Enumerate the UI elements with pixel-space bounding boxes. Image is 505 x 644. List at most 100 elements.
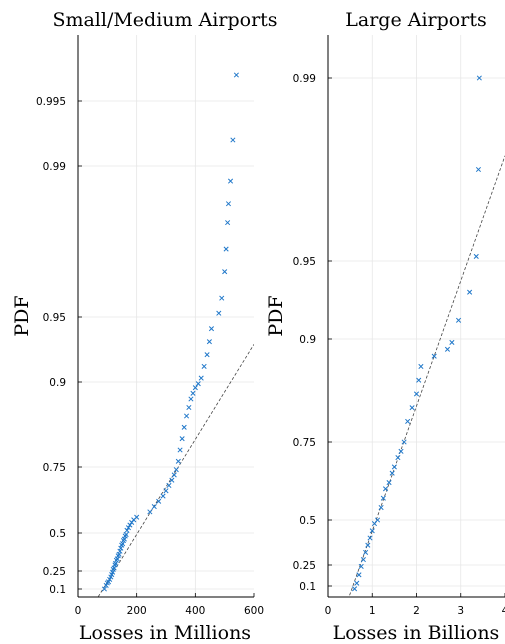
data-point-marker: [123, 531, 129, 538]
y-tick-label: 0.75: [293, 437, 316, 449]
data-point-marker: [190, 390, 196, 396]
data-point-marker: [413, 391, 420, 397]
y-tick-label: 0.1: [299, 581, 316, 593]
data-point-marker: [179, 436, 185, 442]
x-axis-label: Losses in Millions: [79, 622, 251, 644]
data-point-marker: [166, 482, 172, 489]
data-point-marker: [358, 563, 364, 569]
data-point-marker: [360, 557, 366, 563]
data-point-marker: [378, 504, 384, 511]
data-point-marker: [351, 586, 358, 592]
data-point-marker: [475, 166, 482, 173]
data-point-marker: [219, 295, 225, 301]
data-point-marker: [181, 424, 187, 430]
data-point-marker: [111, 565, 117, 571]
data-point-marker: [112, 560, 119, 566]
data-point-marker: [431, 353, 437, 359]
data-point-marker: [169, 477, 175, 483]
data-point-marker: [117, 548, 123, 554]
data-point-marker: [225, 220, 231, 226]
x-axis-label: Losses in Billions: [333, 622, 500, 644]
data-point-marker: [365, 542, 371, 548]
chart-title: Large Airports: [345, 9, 486, 31]
data-point-marker: [389, 470, 395, 476]
data-point-marker: [183, 413, 190, 419]
data-point-marker: [120, 541, 126, 547]
y-tick-label: 0.99: [43, 161, 66, 173]
x-tick-label: 600: [244, 605, 264, 617]
data-point-marker: [206, 339, 212, 345]
y-tick-label: 0.9: [299, 334, 316, 346]
data-point-marker: [208, 326, 215, 332]
data-point-marker: [354, 580, 360, 586]
reference-fit-line: [348, 155, 505, 597]
y-tick-label: 0.5: [299, 515, 316, 527]
data-point-marker: [127, 522, 133, 528]
data-point-marker: [363, 549, 369, 555]
data-point-marker: [160, 493, 166, 499]
x-tick-label: 4: [502, 605, 505, 617]
data-point-marker: [416, 377, 422, 383]
y-tick-label: 0.99: [293, 73, 316, 85]
y-tick-label: 0.9: [49, 377, 66, 389]
x-tick-label: 200: [127, 605, 147, 617]
data-point-marker: [147, 509, 153, 515]
y-tick-label: 0.95: [43, 312, 66, 324]
chart-title: Small/Medium Airports: [52, 9, 277, 31]
x-tick-label: 0: [75, 605, 82, 617]
data-point-marker: [444, 346, 451, 352]
x-tick-label: 0: [325, 605, 332, 617]
data-point-marker: [204, 352, 210, 358]
data-point-marker: [173, 467, 179, 473]
data-point-marker: [177, 447, 183, 453]
data-point-marker: [227, 178, 234, 184]
data-point-marker: [125, 525, 132, 531]
data-point-marker: [467, 289, 473, 295]
data-point-marker: [114, 556, 120, 562]
data-point-marker: [151, 504, 157, 510]
x-tick-label: 3: [457, 605, 464, 617]
data-point-marker: [171, 472, 177, 478]
data-point-marker: [409, 405, 415, 411]
x-tick-label: 1: [369, 605, 376, 617]
data-point-marker: [356, 572, 362, 578]
reference-fit-line: [97, 344, 254, 597]
data-point-marker: [175, 458, 181, 464]
data-point-marker: [369, 528, 375, 534]
data-point-marker: [223, 246, 229, 252]
data-point-marker: [230, 137, 236, 143]
data-point-marker: [118, 545, 124, 551]
data-point-marker: [375, 517, 381, 523]
data-point-marker: [405, 418, 411, 424]
data-point-marker: [201, 363, 207, 369]
data-point-marker: [418, 363, 424, 370]
data-point-marker: [121, 536, 127, 542]
data-point-marker: [188, 396, 194, 402]
x-tick-label: 400: [185, 605, 205, 617]
data-point-marker: [395, 455, 401, 461]
data-point-marker: [398, 448, 404, 454]
y-axis-label: PDF: [11, 295, 33, 336]
data-point-marker: [186, 404, 192, 411]
data-point-marker: [222, 269, 228, 275]
data-point-marker: [473, 253, 479, 259]
data-point-marker: [198, 375, 204, 381]
data-point-marker: [367, 535, 373, 541]
data-point-marker: [101, 586, 107, 592]
data-point-marker: [116, 551, 122, 557]
data-point-marker: [163, 488, 169, 494]
y-tick-label: 0.25: [293, 560, 316, 572]
y-axis-label: PDF: [265, 295, 287, 336]
y-tick-label: 0.1: [49, 584, 66, 596]
y-tick-label: 0.5: [49, 528, 66, 540]
data-point-marker: [195, 381, 201, 387]
data-point-marker: [382, 486, 389, 492]
data-point-marker: [225, 201, 232, 207]
data-point-marker: [112, 562, 118, 568]
data-point-marker: [380, 495, 386, 501]
data-point-marker: [476, 75, 482, 81]
y-tick-label: 0.995: [36, 96, 66, 108]
y-tick-label: 0.25: [43, 566, 66, 578]
data-point-marker: [449, 339, 455, 345]
